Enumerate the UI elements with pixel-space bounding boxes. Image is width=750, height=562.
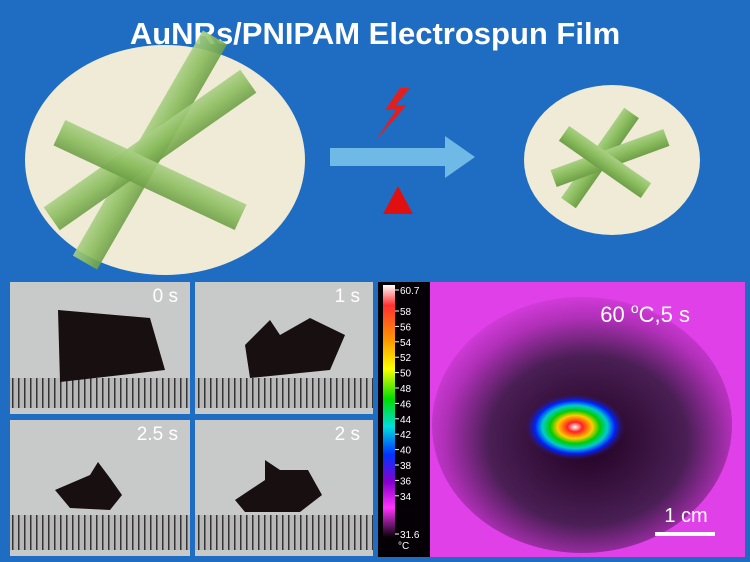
- fiber-diagram-left: [25, 30, 305, 275]
- colorbar-unit: °C: [398, 541, 409, 552]
- thermal-label: 60 oC,5 s: [600, 300, 690, 327]
- colorbar-tick-label: 36: [400, 476, 412, 487]
- thermal-label-text: 60: [600, 302, 631, 327]
- colorbar-tick-label: 46: [400, 399, 412, 410]
- colorbar-tick-label: 48: [400, 384, 412, 395]
- colorbar-tick-label: 58: [400, 307, 412, 318]
- fiber-diagram-right: [524, 85, 700, 235]
- colorbar-tick-label: 42: [400, 430, 412, 441]
- colorbar-tick-label: 44: [400, 415, 412, 426]
- photo-label: 2 s: [335, 424, 360, 445]
- colorbar-tick-label: 52: [400, 353, 412, 364]
- photo-labels: 0 s 1 s 2.5 s 2 s: [137, 286, 360, 445]
- thermal-panel: 60 oC,5 s 1 cm 60.7 58 56 54 52 50 48 46 44 42 40 3…: [378, 282, 745, 557]
- thermal-label-text: C,5 s: [639, 302, 690, 327]
- thermal-label-sup: o: [631, 300, 639, 316]
- colorbar-tick-label: 31.6: [400, 530, 420, 541]
- heat-icon: [383, 186, 413, 214]
- colorbar-tick-label: 50: [400, 369, 412, 380]
- photo-panels: [10, 282, 373, 556]
- colorbar-tick-label: 60.7: [400, 286, 420, 297]
- scale-bar: [655, 532, 715, 536]
- lightning-icon: [376, 88, 410, 140]
- colorbar-tick-label: 40: [400, 446, 412, 457]
- photo-label: 1 s: [335, 286, 360, 307]
- arrow: [330, 136, 475, 178]
- colorbar-tick-label: 54: [400, 338, 412, 349]
- colorbar-tick-label: 56: [400, 322, 412, 333]
- scale-bar-label: 1 cm: [664, 505, 707, 527]
- colorbar-tick-label: 34: [400, 492, 412, 503]
- photo-label: 2.5 s: [137, 424, 178, 445]
- colorbar-tick-label: 38: [400, 461, 412, 472]
- colorbar-ticks: 60.7 58 56 54 52 50 48 46 44 42 40 38 36 34 31.6: [395, 286, 420, 541]
- photo-label: 0 s: [153, 286, 178, 307]
